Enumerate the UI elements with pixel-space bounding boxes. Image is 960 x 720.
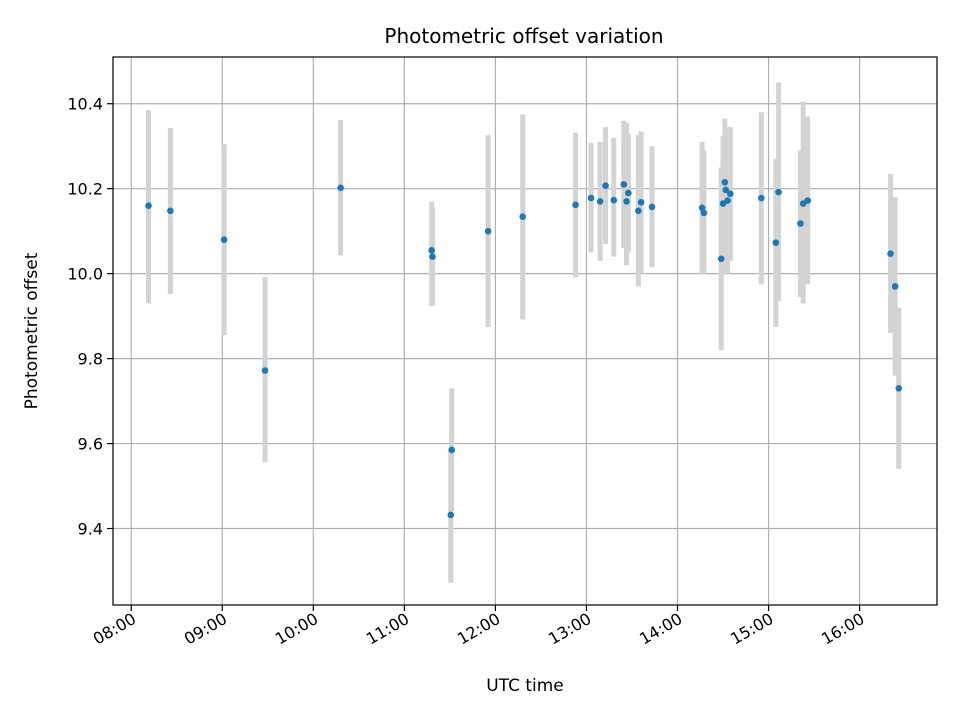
data-point [722, 186, 730, 194]
data-point [484, 227, 492, 235]
data-point [775, 188, 782, 196]
data-point [727, 190, 734, 198]
data-point [596, 198, 604, 205]
data-point [724, 197, 731, 204]
data-point [804, 197, 812, 204]
data-point [895, 385, 903, 392]
data-point [635, 207, 642, 215]
data-point [887, 250, 894, 257]
y-axis: 9.4 9.6 9.8 10.0 10.2 10.4 [67, 95, 113, 539]
data-point [623, 198, 630, 205]
data-point [167, 207, 174, 215]
data-point [428, 246, 435, 254]
data-point [648, 203, 656, 211]
y-tick-label: 9.8 [78, 350, 103, 369]
x-axis-label: UTC time [486, 676, 564, 696]
data-point [698, 204, 706, 212]
data-point [448, 446, 456, 454]
chart-title: Photometric offset variation [384, 24, 663, 48]
y-axis-label: Photometric offset [22, 252, 42, 409]
plot-frame [112, 56, 938, 606]
data-point [602, 182, 609, 190]
data-point [620, 181, 628, 188]
data-point [721, 179, 729, 186]
y-tick-label: 10.0 [67, 265, 103, 284]
data-point [447, 511, 455, 519]
y-tick-label: 10.2 [67, 180, 103, 199]
data-point [572, 201, 579, 209]
data-point [261, 367, 269, 374]
y-tick-label: 10.4 [67, 95, 103, 114]
data-point [717, 255, 725, 263]
data-point [700, 209, 708, 217]
data-points [145, 179, 903, 519]
data-point [220, 236, 228, 243]
y-tick-label: 9.6 [78, 435, 103, 454]
data-point [610, 196, 618, 204]
data-point [797, 220, 804, 227]
data-point [625, 189, 632, 197]
data-point [337, 184, 344, 192]
data-point [429, 253, 436, 260]
y-tick-label: 9.4 [78, 520, 103, 539]
data-point [757, 194, 765, 202]
data-point [772, 239, 780, 246]
data-point [145, 202, 152, 209]
data-point [587, 194, 595, 202]
data-point [519, 213, 527, 221]
data-point [891, 283, 899, 290]
data-point [637, 198, 645, 206]
